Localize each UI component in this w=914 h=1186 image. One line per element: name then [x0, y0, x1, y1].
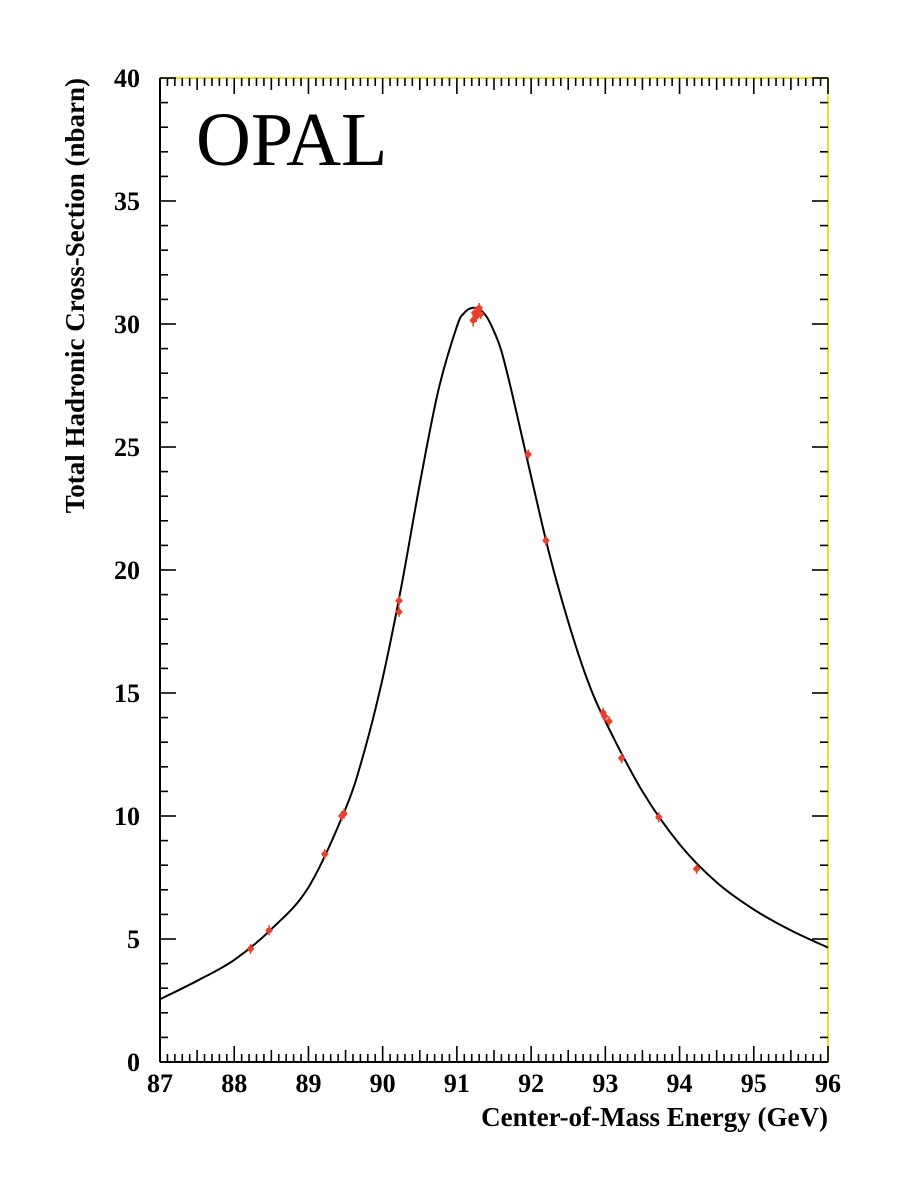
y-tick-label: 15: [114, 679, 140, 708]
data-point: [247, 943, 255, 954]
x-tick-label: 96: [815, 1069, 841, 1098]
y-tick-label: 40: [114, 64, 140, 93]
data-point: [321, 849, 329, 860]
data-point: [655, 812, 663, 823]
fit-curve-layer: [159, 306, 829, 1001]
point-marker: [341, 810, 348, 817]
x-tick-label: 95: [741, 1069, 767, 1098]
point-marker: [618, 755, 625, 762]
data-point: [542, 535, 550, 546]
data-points-layer: [247, 303, 701, 954]
point-marker: [395, 608, 402, 615]
x-axis-title: Center-of-Mass Energy (GeV): [481, 1102, 828, 1132]
axis-ticks: [159, 77, 829, 1063]
x-axis-tick-labels: 87 88 89 90 91 92 93 94 95 96: [147, 1069, 841, 1098]
plot-border: [159, 77, 829, 1063]
point-marker: [693, 865, 700, 872]
point-marker: [655, 814, 662, 821]
point-marker: [601, 713, 608, 720]
y-tick-label: 35: [114, 187, 140, 216]
data-point: [395, 595, 403, 606]
data-point: [477, 309, 485, 320]
data-point: [340, 808, 348, 819]
y-tick-label: 0: [127, 1048, 140, 1077]
x-tick-label: 87: [147, 1069, 173, 1098]
data-point: [605, 716, 613, 727]
y-axis-title: Total Hadronic Cross-Section (nbarn): [60, 78, 90, 513]
y-tick-label: 10: [114, 802, 140, 831]
data-point: [693, 863, 701, 874]
y-tick-label: 5: [127, 925, 140, 954]
x-tick-label: 91: [444, 1069, 470, 1098]
data-point: [524, 449, 532, 460]
x-tick-label: 94: [667, 1069, 693, 1098]
point-marker: [525, 451, 532, 458]
point-marker: [606, 718, 613, 725]
y-axis-tick-labels: 0 5 10 15 20 25 30 35 40: [114, 64, 140, 1077]
x-tick-label: 92: [518, 1069, 544, 1098]
data-point: [265, 925, 273, 936]
fit-curve: [159, 306, 829, 1001]
data-point: [395, 606, 403, 617]
point-marker: [266, 927, 273, 934]
plot-frame: [159, 77, 829, 1063]
data-point: [601, 711, 609, 722]
x-tick-label: 89: [295, 1069, 321, 1098]
experiment-label: OPAL: [196, 98, 387, 182]
y-tick-label: 30: [114, 310, 140, 339]
point-marker: [321, 851, 328, 858]
x-tick-label: 88: [221, 1069, 247, 1098]
y-tick-label: 25: [114, 433, 140, 462]
data-point: [618, 753, 626, 764]
point-marker: [247, 945, 254, 952]
point-marker: [395, 597, 402, 604]
y-tick-label: 20: [114, 556, 140, 585]
point-marker: [542, 537, 549, 544]
x-tick-label: 93: [592, 1069, 618, 1098]
point-marker: [477, 311, 484, 318]
x-tick-label: 90: [370, 1069, 396, 1098]
